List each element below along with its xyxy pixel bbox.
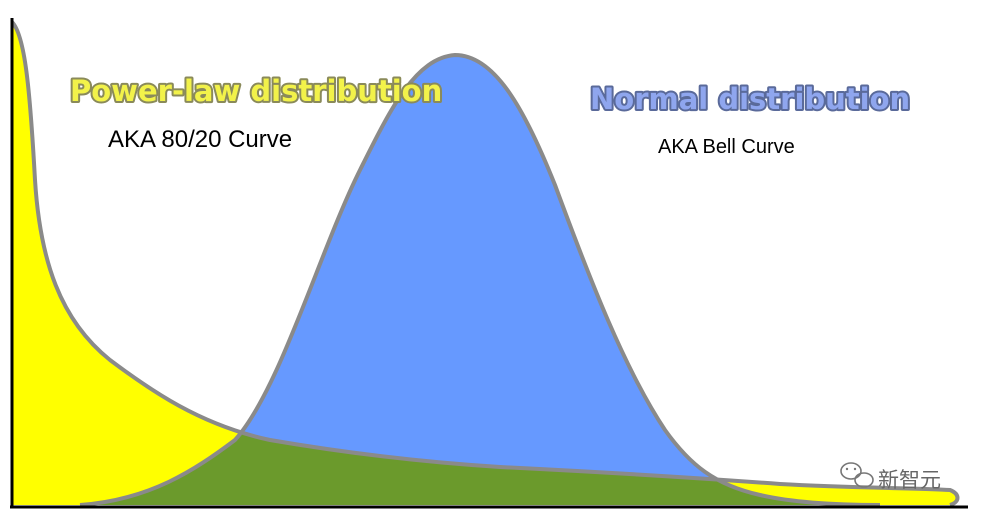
normal-curve-area — [80, 55, 880, 505]
watermark: 新智元 — [840, 462, 941, 492]
power-law-subtitle: AKA 80/20 Curve — [108, 126, 292, 153]
power-law-curve-outline — [10, 20, 960, 507]
normal-subtitle: AKA Bell Curve — [658, 136, 795, 158]
wechat-icon — [840, 462, 874, 488]
power-law-curve-area — [12, 22, 958, 505]
watermark-text: 新智元 — [878, 468, 941, 492]
power-law-title: Power-law distribution — [70, 74, 442, 108]
normal-title: Normal distribution — [590, 82, 910, 116]
